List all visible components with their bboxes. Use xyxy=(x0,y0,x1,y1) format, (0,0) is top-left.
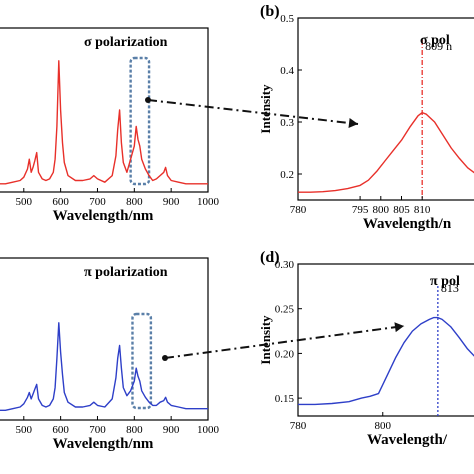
panel-c-xtick-label: 1000 xyxy=(197,424,220,436)
panel-a-xtick-label: 700 xyxy=(89,196,106,208)
panel-b-xtick-label: 795 xyxy=(352,204,369,216)
arrow-bottom-shaft xyxy=(164,325,405,359)
panel-b-ytick-label: 0.3 xyxy=(280,117,294,129)
panel-d-xtick-label: 780 xyxy=(290,420,307,432)
panel-d-letter: (d) xyxy=(260,249,280,266)
arrow-top-head xyxy=(348,118,358,128)
panel-a-annotation: σ polarization xyxy=(84,35,168,50)
panel-d-xlabel: Wavelength/ xyxy=(367,432,448,448)
panel-a-xtick-label: 500 xyxy=(16,196,33,208)
panel-d-ytick-label: 0.20 xyxy=(275,348,295,360)
panel-d-ytick-label: 0.30 xyxy=(275,259,295,271)
arrow-bottom xyxy=(162,322,405,361)
panel-c-series-line xyxy=(0,322,208,411)
panel-d-annotation: π pol xyxy=(430,274,460,289)
arrow-top-shaft xyxy=(147,99,359,125)
panel-a-series-line xyxy=(0,60,208,185)
panel-b-marker-label: 809 n xyxy=(425,39,452,53)
panel-b-xtick-label: 805 xyxy=(393,204,410,216)
panel-a-xtick-label: 800 xyxy=(126,196,143,208)
panel-b-letter: (b) xyxy=(260,3,280,20)
panel-b-ytick-label: 0.5 xyxy=(280,13,294,25)
panel-b-ylabel: Intensity xyxy=(258,84,273,134)
panel-a-frame xyxy=(0,27,209,193)
arrow-top xyxy=(145,97,359,128)
panel-a-xtick-label: 900 xyxy=(163,196,180,208)
panel-b-ytick-label: 0.4 xyxy=(280,65,294,77)
panel-b: 809 n 780 795 800 805 810 0.2 0.3 0.4 0.5 Waveleng… xyxy=(258,3,474,232)
panel-c-highlight-box xyxy=(131,312,153,410)
panel-c-xtick-label: 600 xyxy=(52,424,69,436)
panel-b-xtick-label: 780 xyxy=(290,204,307,216)
arrow-bottom-tail xyxy=(162,355,168,361)
panel-d-ytick-label: 0.15 xyxy=(275,393,295,405)
panel-a-xlabel: Wavelength/nm xyxy=(53,208,154,224)
panel-d-ytick-label: 0.25 xyxy=(275,304,295,316)
panel-d-series-line xyxy=(298,316,474,406)
panel-b-series-line xyxy=(298,111,474,193)
panel-a: 500 600 700 800 900 1000 Wavelength/nm σ polari… xyxy=(0,27,220,224)
panel-d: 813 780 800 0.15 0.20 0.25 0.30 Wavelength/Inte… xyxy=(258,249,474,448)
panel-c-xtick-label: 800 xyxy=(126,424,143,436)
arrow-bottom-head xyxy=(394,322,404,333)
panel-b-frame xyxy=(297,17,474,201)
panel-b-ytick-label: 0.2 xyxy=(280,169,294,181)
panel-a-xtick-label: 600 xyxy=(52,196,69,208)
panel-c-xlabel: Wavelength/nm xyxy=(53,436,154,452)
panel-b-xlabel: Wavelength/n xyxy=(363,216,452,232)
arrow-top-tail xyxy=(145,97,151,103)
panel-b-annotation: σ pol xyxy=(420,33,450,48)
panel-b-xtick-label: 810 xyxy=(414,204,431,216)
panel-b-xtick-label: 800 xyxy=(373,204,390,216)
panel-c-frame xyxy=(0,257,209,421)
panel-a-highlight-box xyxy=(129,56,151,186)
panel-c-annotation: π polarization xyxy=(84,265,168,280)
panel-a-xtick-label: 1000 xyxy=(197,196,220,208)
panel-c-xtick-label: 700 xyxy=(89,424,106,436)
panel-d-marker-label: 813 xyxy=(441,281,459,295)
panel-d-xtick-label: 800 xyxy=(375,420,392,432)
panel-c-xtick-label: 900 xyxy=(163,424,180,436)
panel-c: 500 600 700 800 900 1000 Wavelength/nm π polari… xyxy=(0,257,220,452)
panel-c-xtick-label: 500 xyxy=(16,424,33,436)
panel-d-ylabel: Intensity xyxy=(258,315,273,365)
